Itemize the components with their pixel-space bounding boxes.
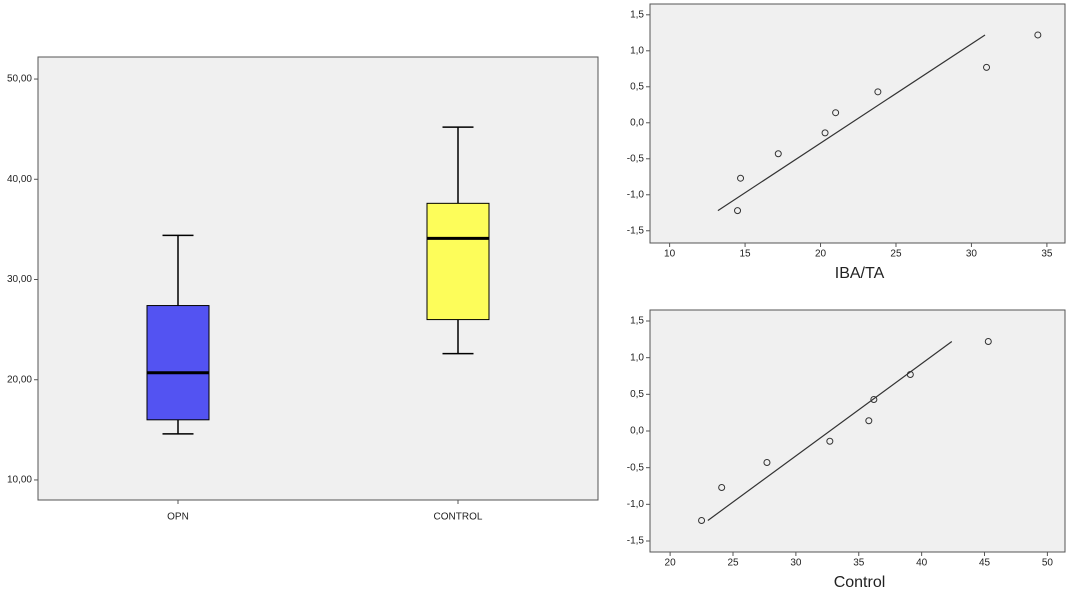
point (870, 395, 878, 403)
plot-area (649, 309, 1066, 553)
point (826, 437, 834, 445)
point (718, 483, 726, 491)
x-tick-label: CONTROL (434, 512, 483, 523)
x-tick-label: 35 (853, 558, 865, 569)
x-tick-label: 25 (727, 558, 739, 569)
point (865, 417, 873, 425)
y-tick-label: 1,0 (630, 45, 644, 56)
y-tick-label: 10,00 (7, 475, 32, 486)
x-tick-label: 20 (815, 249, 827, 260)
y-tick-label: 30,00 (7, 274, 32, 285)
reference-line (717, 34, 986, 212)
point (1034, 31, 1042, 39)
box (146, 305, 210, 421)
plot-area (649, 3, 1066, 244)
point (734, 207, 742, 215)
y-tick-label: -1,5 (627, 225, 645, 236)
y-tick-label: 50,00 (7, 74, 32, 85)
y-tick-label: -1,5 (627, 536, 645, 547)
x-tick-label: 45 (979, 558, 991, 569)
x-axis-title: Control (834, 574, 886, 591)
point (983, 63, 991, 71)
box (426, 202, 490, 321)
x-tick-label: 40 (916, 558, 928, 569)
x-tick-label: 50 (1042, 558, 1054, 569)
point (832, 109, 840, 117)
y-tick-label: 0,0 (630, 117, 644, 128)
y-tick-label: 40,00 (7, 174, 32, 185)
y-tick-label: 1,5 (630, 9, 644, 20)
point (821, 129, 829, 137)
x-tick-label: 30 (966, 249, 978, 260)
y-tick-label: 0,0 (630, 426, 644, 437)
point (698, 516, 706, 524)
point (984, 338, 992, 346)
y-tick-label: 20,00 (7, 374, 32, 385)
x-tick-label: OPN (167, 512, 189, 523)
plot-area (37, 56, 599, 501)
y-tick-label: -0,5 (627, 462, 645, 473)
point (774, 150, 782, 158)
x-tick-label: 25 (890, 249, 902, 260)
y-tick-label: -1,0 (627, 499, 645, 510)
point (906, 371, 914, 379)
x-tick-label: 10 (664, 249, 676, 260)
point (737, 174, 745, 182)
y-tick-label: 1,5 (630, 316, 644, 327)
y-tick-label: -1,0 (627, 189, 645, 200)
y-tick-label: 0,5 (630, 389, 644, 400)
x-tick-label: 30 (790, 558, 802, 569)
point (874, 88, 882, 96)
x-tick-label: 20 (665, 558, 677, 569)
x-axis-title: IBA/TA (835, 265, 885, 282)
x-tick-label: 15 (740, 249, 752, 260)
x-tick-label: 35 (1041, 249, 1053, 260)
y-tick-label: 1,0 (630, 352, 644, 363)
y-tick-label: -0,5 (627, 153, 645, 164)
point (763, 459, 771, 467)
y-tick-label: 0,5 (630, 81, 644, 92)
